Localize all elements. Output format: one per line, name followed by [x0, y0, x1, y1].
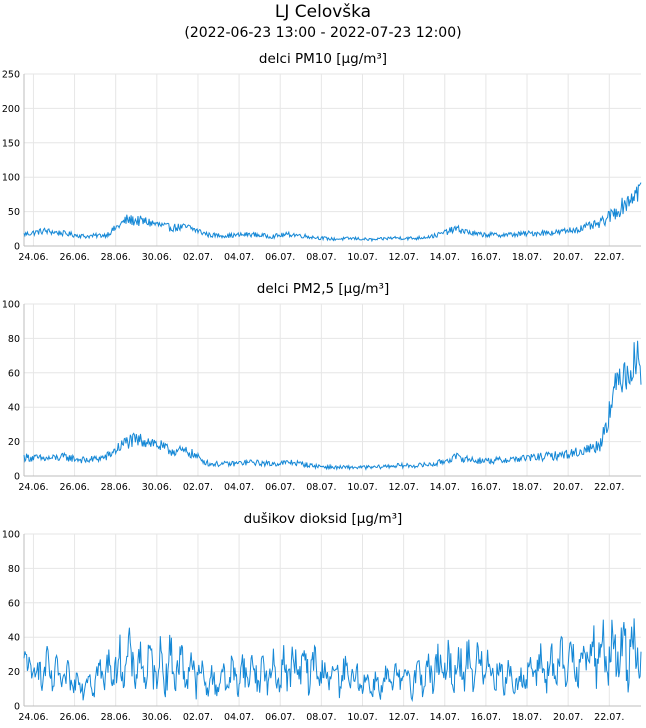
x-tick-label: 04.07. — [224, 712, 254, 723]
y-tick-label: 100 — [2, 530, 20, 541]
x-tick-label: 28.06. — [101, 252, 131, 263]
x-tick-label: 10.07. — [347, 252, 377, 263]
x-tick-label: 10.07. — [347, 712, 377, 723]
x-tick-label: 16.07. — [471, 712, 501, 723]
y-tick-label: 100 — [2, 300, 20, 311]
x-tick-label: 14.07. — [430, 482, 460, 493]
x-tick-label: 22.07. — [594, 712, 624, 723]
series-line — [23, 340, 642, 471]
chart-title: delci PM2,5 [µg/m³] — [257, 281, 389, 297]
x-tick-label: 02.07. — [183, 712, 213, 723]
y-tick-label: 20 — [8, 667, 20, 678]
x-tick-label: 06.07. — [265, 252, 295, 263]
x-tick-label: 28.06. — [101, 712, 131, 723]
x-tick-label: 08.07. — [306, 252, 336, 263]
x-tick-label: 10.07. — [347, 482, 377, 493]
x-tick-label: 04.07. — [224, 252, 254, 263]
x-tick-label: 30.06. — [142, 482, 172, 493]
x-tick-label: 18.07. — [512, 252, 542, 263]
y-tick-label: 100 — [2, 173, 20, 184]
y-tick-label: 0 — [14, 242, 20, 253]
y-tick-label: 40 — [8, 403, 20, 414]
x-tick-label: 14.07. — [430, 712, 460, 723]
y-tick-label: 50 — [8, 207, 20, 218]
y-tick-label: 0 — [14, 472, 20, 483]
series-line — [23, 618, 642, 703]
x-tick-label: 22.07. — [594, 252, 624, 263]
y-tick-label: 60 — [8, 368, 20, 379]
x-tick-label: 26.06. — [59, 712, 89, 723]
x-tick-label: 06.07. — [265, 712, 295, 723]
x-tick-label: 18.07. — [512, 712, 542, 723]
x-tick-label: 08.07. — [306, 712, 336, 723]
y-tick-label: 0 — [14, 702, 20, 713]
y-tick-label: 250 — [2, 70, 20, 81]
x-tick-label: 24.06. — [18, 252, 48, 263]
x-tick-label: 02.07. — [183, 252, 213, 263]
y-tick-label: 150 — [2, 138, 20, 149]
x-tick-label: 12.07. — [389, 482, 419, 493]
x-tick-label: 16.07. — [471, 252, 501, 263]
series-line — [23, 182, 642, 243]
chart-panel-1: 0 50 100 150 200 250 24.06. 26.06. 28.06. 30.06. 0… — [2, 51, 642, 263]
y-tick-label: 60 — [8, 598, 20, 609]
x-tick-label: 26.06. — [59, 252, 89, 263]
y-tick-label: 40 — [8, 633, 20, 644]
x-tick-label: 24.06. — [18, 482, 48, 493]
x-tick-label: 16.07. — [471, 482, 501, 493]
chart-title: delci PM10 [µg/m³] — [259, 51, 387, 67]
x-tick-label: 20.07. — [553, 482, 583, 493]
chart-panel-3: 0 20 40 60 80 100 24.06. 26.06. 28.06. 30.06. 02.0… — [2, 511, 642, 723]
x-tick-label: 26.06. — [59, 482, 89, 493]
page-title: LJ Celovška — [274, 2, 372, 22]
x-tick-label: 08.07. — [306, 482, 336, 493]
chart-title: dušikov dioksid [µg/m³] — [244, 511, 403, 527]
y-tick-label: 20 — [8, 437, 20, 448]
x-tick-label: 12.07. — [389, 252, 419, 263]
x-tick-label: 30.06. — [142, 252, 172, 263]
y-tick-label: 200 — [2, 104, 20, 115]
x-tick-label: 18.07. — [512, 482, 542, 493]
page-subtitle: (2022-06-23 13:00 - 2022-07-23 12:00) — [184, 25, 462, 41]
x-tick-label: 30.06. — [142, 712, 172, 723]
x-tick-label: 04.07. — [224, 482, 254, 493]
x-tick-label: 14.07. — [430, 252, 460, 263]
x-tick-label: 22.07. — [594, 482, 624, 493]
x-tick-label: 06.07. — [265, 482, 295, 493]
chart-panel-2: 0 20 40 60 80 100 24.06. 26.06. 28.06. 30.06. 02.0… — [2, 281, 642, 493]
y-tick-label: 80 — [8, 564, 20, 575]
x-tick-label: 12.07. — [389, 712, 419, 723]
y-tick-label: 80 — [8, 334, 20, 345]
x-tick-label: 20.07. — [553, 252, 583, 263]
x-tick-label: 02.07. — [183, 482, 213, 493]
x-tick-label: 28.06. — [101, 482, 131, 493]
x-tick-label: 20.07. — [553, 712, 583, 723]
x-tick-label: 24.06. — [18, 712, 48, 723]
